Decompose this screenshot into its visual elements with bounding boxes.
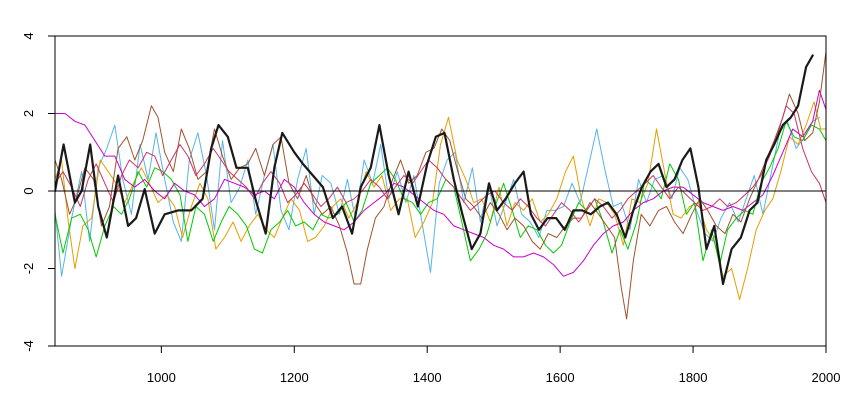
y-tick-label: 0	[21, 187, 36, 194]
series-line-2	[55, 116, 820, 277]
y-tick-label: -4	[21, 340, 36, 352]
x-tick-label: 1400	[413, 370, 442, 385]
x-tick-label: 1600	[546, 370, 575, 385]
y-axis: -4 -2 0 2 4	[21, 32, 55, 352]
series-layer	[55, 45, 826, 320]
y-tick-label: 4	[21, 32, 36, 39]
x-tick-label: 1200	[280, 370, 309, 385]
series-line-7	[55, 105, 826, 227]
x-tick-label: 1000	[147, 370, 176, 385]
y-tick-label: 2	[21, 110, 36, 117]
series-line-1	[55, 54, 814, 286]
x-axis: 1000 1200 1400 1600 1800 2000	[147, 346, 841, 385]
y-tick-label: -2	[21, 263, 36, 275]
series-line-4	[55, 120, 826, 266]
x-tick-label: 1800	[679, 370, 708, 385]
series-line-5	[55, 89, 826, 277]
x-tick-label: 2000	[812, 370, 841, 385]
